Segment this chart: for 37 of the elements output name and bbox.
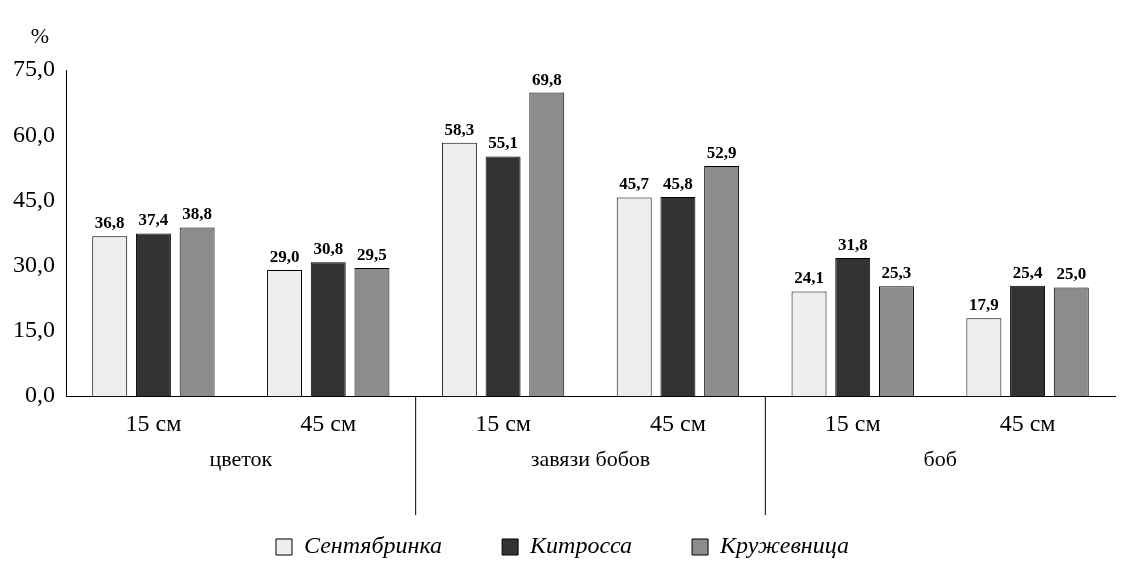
data-label: 29,0 <box>269 246 300 266</box>
data-label: 55,1 <box>488 133 518 153</box>
text: завязи бобов <box>530 445 651 471</box>
y-tick-label: 15,0 <box>13 316 55 343</box>
x-tick-label: 15 см <box>125 409 182 436</box>
y-tick-label: 45,0 <box>13 185 55 212</box>
text: цветок <box>209 445 273 471</box>
data-label: 58,3 <box>444 119 475 139</box>
x-tick-label: 45 см <box>300 409 357 436</box>
y-tick-label: 30,0 <box>13 251 55 278</box>
data-label: 38,8 <box>182 204 212 224</box>
data-label: 37,4 <box>138 210 169 230</box>
data-label: 45,7 <box>619 174 650 194</box>
x-tick-label: 15 см <box>475 409 532 436</box>
legend-label: Кружевница <box>719 532 850 559</box>
y-tick-label: 75,0 <box>13 55 55 82</box>
data-label: 36,8 <box>94 213 125 233</box>
data-label: 69,8 <box>531 69 562 89</box>
y-tick-label: 0,0 <box>25 381 55 408</box>
data-label: 17,9 <box>969 295 999 315</box>
data-label: 29,5 <box>357 244 387 264</box>
data-label: 25,3 <box>881 263 912 283</box>
data-label: 25,0 <box>1056 264 1087 284</box>
data-label: 30,8 <box>313 239 344 259</box>
legend-label: Китросса <box>529 532 633 559</box>
x-tick-label: 45 см <box>999 409 1056 436</box>
y-axis-title: % <box>30 22 50 48</box>
text: боб <box>923 445 957 471</box>
data-label: 52,9 <box>706 143 737 163</box>
x-tick-label: 15 см <box>824 409 881 436</box>
data-label: 45,8 <box>663 173 693 193</box>
data-label: 31,8 <box>837 234 868 254</box>
legend-label: Сентябринка <box>303 532 443 559</box>
y-tick-label: 60,0 <box>13 120 55 147</box>
data-label: 24,1 <box>794 268 824 288</box>
data-label: 25,4 <box>1012 262 1043 282</box>
x-tick-label: 45 см <box>649 409 706 436</box>
